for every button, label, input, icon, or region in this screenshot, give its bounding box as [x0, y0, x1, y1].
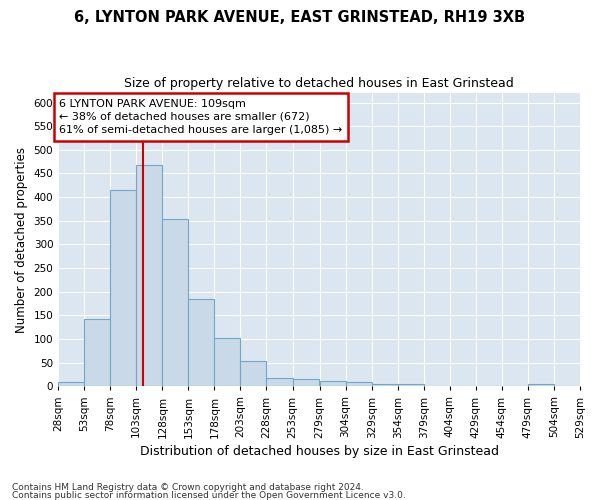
- Bar: [84, 318, 110, 386]
- Y-axis label: Number of detached properties: Number of detached properties: [15, 146, 28, 332]
- Bar: [266, 378, 293, 386]
- Bar: [136, 166, 163, 386]
- Bar: [528, 384, 554, 386]
- X-axis label: Distribution of detached houses by size in East Grinstead: Distribution of detached houses by size …: [140, 444, 499, 458]
- Text: 6 LYNTON PARK AVENUE: 109sqm
← 38% of detached houses are smaller (672)
61% of s: 6 LYNTON PARK AVENUE: 109sqm ← 38% of de…: [59, 98, 343, 135]
- Bar: [241, 361, 266, 386]
- Bar: [163, 220, 188, 386]
- Bar: [346, 382, 371, 386]
- Bar: [320, 380, 346, 386]
- Bar: [58, 382, 84, 386]
- Bar: [110, 190, 136, 386]
- Bar: [371, 384, 398, 386]
- Title: Size of property relative to detached houses in East Grinstead: Size of property relative to detached ho…: [124, 78, 514, 90]
- Bar: [293, 380, 319, 386]
- Bar: [398, 384, 424, 386]
- Bar: [188, 299, 214, 386]
- Bar: [214, 338, 241, 386]
- Text: Contains public sector information licensed under the Open Government Licence v3: Contains public sector information licen…: [12, 490, 406, 500]
- Text: 6, LYNTON PARK AVENUE, EAST GRINSTEAD, RH19 3XB: 6, LYNTON PARK AVENUE, EAST GRINSTEAD, R…: [74, 10, 526, 25]
- Text: Contains HM Land Registry data © Crown copyright and database right 2024.: Contains HM Land Registry data © Crown c…: [12, 484, 364, 492]
